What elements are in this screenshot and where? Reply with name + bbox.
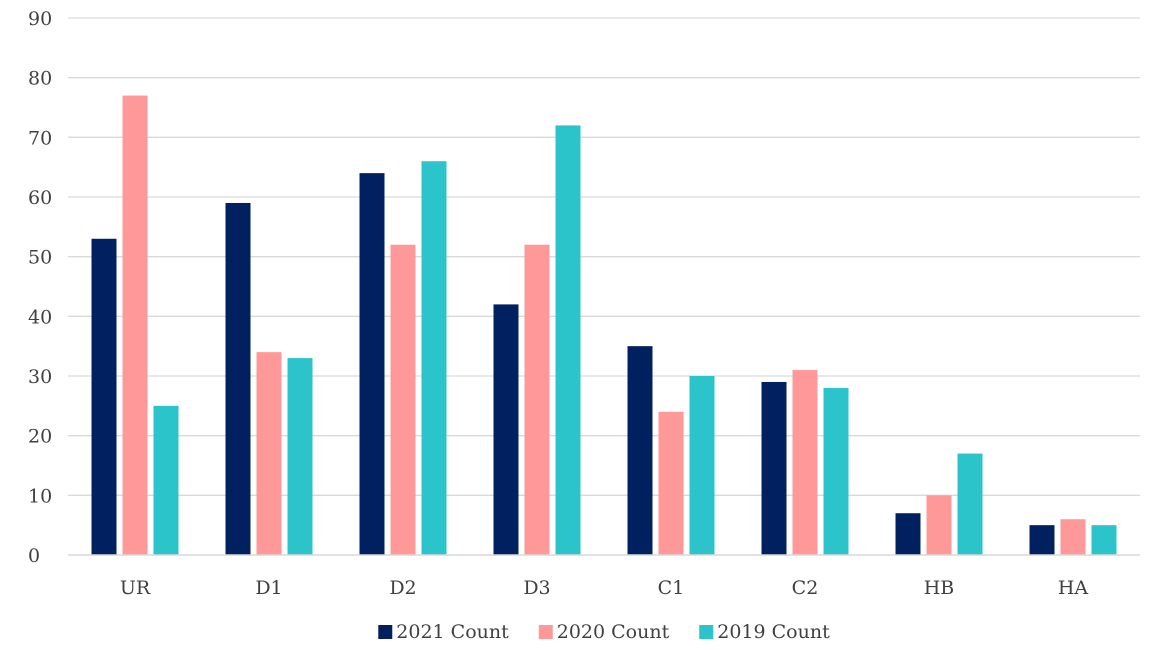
bar-hb-series-0	[895, 513, 921, 555]
y-tick-label: 30	[28, 366, 52, 388]
x-tick-label-ur: UR	[120, 577, 151, 599]
legend-label: 2020 Count	[557, 621, 670, 643]
legend: 2021 Count 2020 Count 2019 Count	[378, 621, 830, 643]
y-tick-label: 70	[28, 127, 52, 149]
legend-label: 2019 Count	[717, 621, 830, 643]
bar-c1-series-0	[627, 346, 653, 555]
x-tick-label-ha: HA	[1058, 577, 1089, 599]
bar-ha-series-0	[1029, 525, 1055, 555]
y-tick-label: 90	[28, 8, 52, 30]
legend-swatch	[699, 625, 714, 639]
y-axis-tick-labels: 0 10 20 30 40 50 60 70 80 90	[28, 8, 52, 567]
x-tick-label-d3: D3	[523, 577, 550, 599]
y-tick-label: 20	[28, 426, 52, 448]
legend-item-series-1: 2020 Count	[538, 621, 670, 643]
bar-ur-series-1	[122, 95, 148, 556]
bar-c2-series-1	[792, 370, 818, 555]
bar-d3-series-0	[493, 304, 519, 555]
y-tick-label: 80	[28, 68, 52, 90]
bar-ha-series-2	[1091, 525, 1117, 555]
bar-ur-series-0	[91, 238, 117, 555]
x-tick-label-hb: HB	[924, 577, 955, 599]
legend-label: 2021 Count	[396, 621, 509, 643]
x-tick-label-d2: D2	[389, 577, 416, 599]
bar-c2-series-0	[761, 381, 787, 555]
bar-hb-series-1	[926, 495, 952, 555]
bar-c1-series-1	[658, 411, 684, 555]
y-tick-label: 50	[28, 247, 52, 269]
bar-c1-series-2	[689, 376, 715, 555]
x-axis-tick-labels: UR D1 D2 D3 C1 C2 HB HA	[120, 577, 1089, 599]
bar-d3-series-2	[555, 125, 581, 556]
bar-c2-series-2	[823, 387, 849, 555]
legend-swatch	[378, 625, 393, 639]
bar-hb-series-2	[957, 453, 983, 555]
y-tick-label: 60	[28, 187, 52, 209]
x-tick-label-c1: C1	[658, 577, 685, 599]
bar-d3-series-1	[524, 244, 550, 555]
y-tick-label: 10	[28, 485, 52, 507]
x-tick-label-d1: D1	[255, 577, 282, 599]
x-tick-label-c2: C2	[792, 577, 819, 599]
bar-d2-series-0	[359, 173, 385, 555]
legend-item-series-0: 2021 Count	[378, 621, 509, 643]
bar-d2-series-1	[390, 244, 416, 555]
bar-d1-series-2	[287, 358, 313, 555]
bar-ur-series-2	[153, 405, 179, 555]
bar-d1-series-1	[256, 352, 282, 555]
y-tick-label: 40	[28, 306, 52, 328]
y-tick-label: 0	[28, 545, 40, 567]
bar-d1-series-0	[225, 202, 251, 555]
bar-ha-series-1	[1060, 519, 1086, 555]
bar-d2-series-2	[421, 161, 447, 555]
legend-item-series-2: 2019 Count	[699, 621, 830, 643]
legend-swatch	[538, 625, 553, 639]
bars	[91, 95, 1117, 556]
